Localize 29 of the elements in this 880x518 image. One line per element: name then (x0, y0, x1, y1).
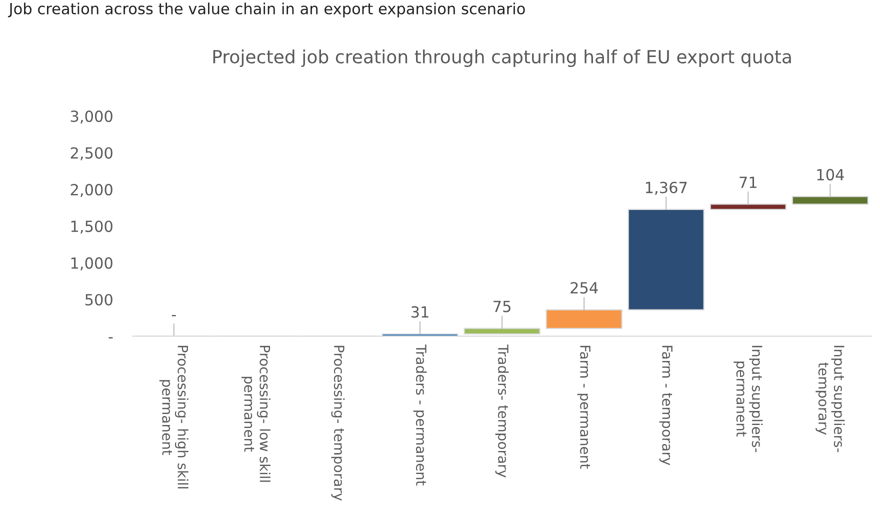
y-tick-label: 500 (85, 294, 112, 306)
bar (546, 309, 622, 329)
bar (628, 208, 704, 310)
x-tick-label: Processing- low skill permanent (241, 346, 270, 482)
data-label: 1,367 (646, 182, 687, 195)
bar (792, 196, 868, 205)
y-tick-label: 2,500 (70, 147, 112, 160)
data-label: 71 (740, 176, 756, 188)
y-tick-label: 2,000 (70, 184, 112, 197)
x-tick-label: Traders - permanent (413, 344, 427, 486)
x-tick-label: Farm - temporary (659, 346, 672, 466)
bar (710, 204, 786, 210)
x-tick-label: Input suppliers- permanent (734, 346, 763, 452)
y-tick-label: 1,500 (71, 220, 112, 234)
data-label: 104 (817, 168, 844, 180)
data-label: 254 (570, 282, 598, 294)
x-tick-label: Traders- temporary (495, 344, 509, 478)
x-tick-label: Processing- high skill permanent (159, 346, 188, 488)
y-tick-label: - (108, 337, 113, 338)
x-tick-label: Input suppliers- temporary (816, 346, 845, 452)
chart-subtitle: Job creation across the value chain in an export expansion scenario (8, 2, 525, 18)
data-label: 75 (494, 300, 510, 312)
x-tick-label: Farm - permanent (577, 346, 590, 469)
chart-title: Projected job creation through capturing half of EU export quota (213, 50, 791, 68)
data-label: - (172, 315, 176, 316)
data-label: 31 (411, 306, 428, 318)
y-tick-label: 1,000 (71, 257, 112, 270)
x-tick-label: Processing- temporary (331, 346, 345, 501)
y-tick-label: 3,000 (70, 110, 112, 124)
